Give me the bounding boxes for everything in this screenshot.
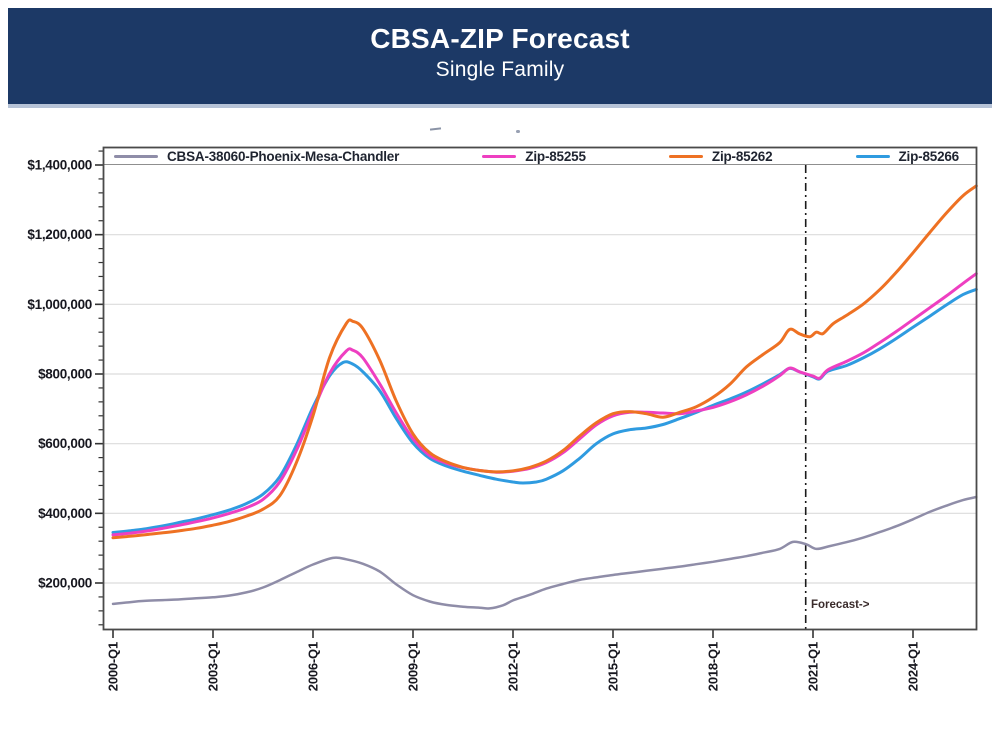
- legend-swatch-cbsa-38060: [114, 154, 158, 159]
- series-line-zip-85266: [111, 287, 978, 534]
- series-line-cbsa-38060-phoenix-mesa-chandler: [111, 495, 978, 610]
- x-tick-label: 2000-Q1: [106, 642, 121, 691]
- y-tick-label: $400,000: [38, 506, 92, 521]
- x-tick-label: 2015-Q1: [606, 642, 621, 691]
- legend-item-zip-85255: Zip-85255: [482, 149, 586, 164]
- legend-label-zip-85266: Zip-85266: [898, 149, 960, 164]
- legend-item-zip-85262: Zip-85262: [668, 149, 773, 164]
- y-tick-label: $1,200,000: [27, 227, 92, 242]
- series-line-zip-85262: [111, 184, 978, 540]
- y-tick-label: $200,000: [38, 576, 92, 591]
- page-title: CBSA-ZIP Forecast: [370, 23, 630, 54]
- legend-swatch-zip-85255: [482, 154, 517, 159]
- x-tick-label: 2012-Q1: [506, 642, 521, 691]
- legend-label-zip-85255: Zip-85255: [525, 149, 586, 164]
- x-tick-label: 2021-Q1: [806, 642, 821, 691]
- legend-label-zip-85262: Zip-85262: [711, 149, 773, 164]
- series-lines: [111, 184, 978, 610]
- header-banner: CBSA-ZIP Forecast Single Family: [8, 8, 992, 108]
- axis-labels: $1,400,000 $1,200,000 $1,000,000 $800,000 $6…: [27, 158, 920, 692]
- legend-swatch-zip-85262: [668, 154, 703, 159]
- page-subtitle: Single Family: [435, 58, 565, 81]
- series-line-zip-85255: [111, 272, 978, 537]
- plot-border: [102, 146, 978, 631]
- chart-legend: CBSA-38060-Phoenix-Mesa-Chandler Zip-852…: [104, 149, 973, 164]
- y-tick-label: $1,000,000: [27, 297, 92, 312]
- x-tick-label: 2009-Q1: [406, 642, 421, 691]
- stray-mark: [516, 130, 520, 133]
- legend-item-zip-85266: Zip-85266: [855, 149, 960, 164]
- x-tick-label: 2018-Q1: [706, 642, 721, 691]
- legend-swatch-zip-85266: [855, 154, 890, 159]
- y-tick-label: $600,000: [38, 436, 92, 451]
- x-tick-label: 2024-Q1: [906, 642, 921, 691]
- forecast-label: Forecast->: [811, 599, 870, 611]
- axis-ticks: [95, 150, 914, 638]
- legend-item-cbsa-38060: CBSA-38060-Phoenix-Mesa-Chandler: [114, 149, 399, 164]
- gridlines: [103, 234, 977, 584]
- x-tick-label: 2006-Q1: [306, 642, 321, 691]
- y-tick-label: $800,000: [38, 367, 92, 382]
- y-tick-label: $1,400,000: [27, 158, 92, 173]
- legend-label-cbsa-38060: CBSA-38060-Phoenix-Mesa-Chandler: [167, 149, 400, 164]
- x-tick-label: 2003-Q1: [206, 642, 221, 691]
